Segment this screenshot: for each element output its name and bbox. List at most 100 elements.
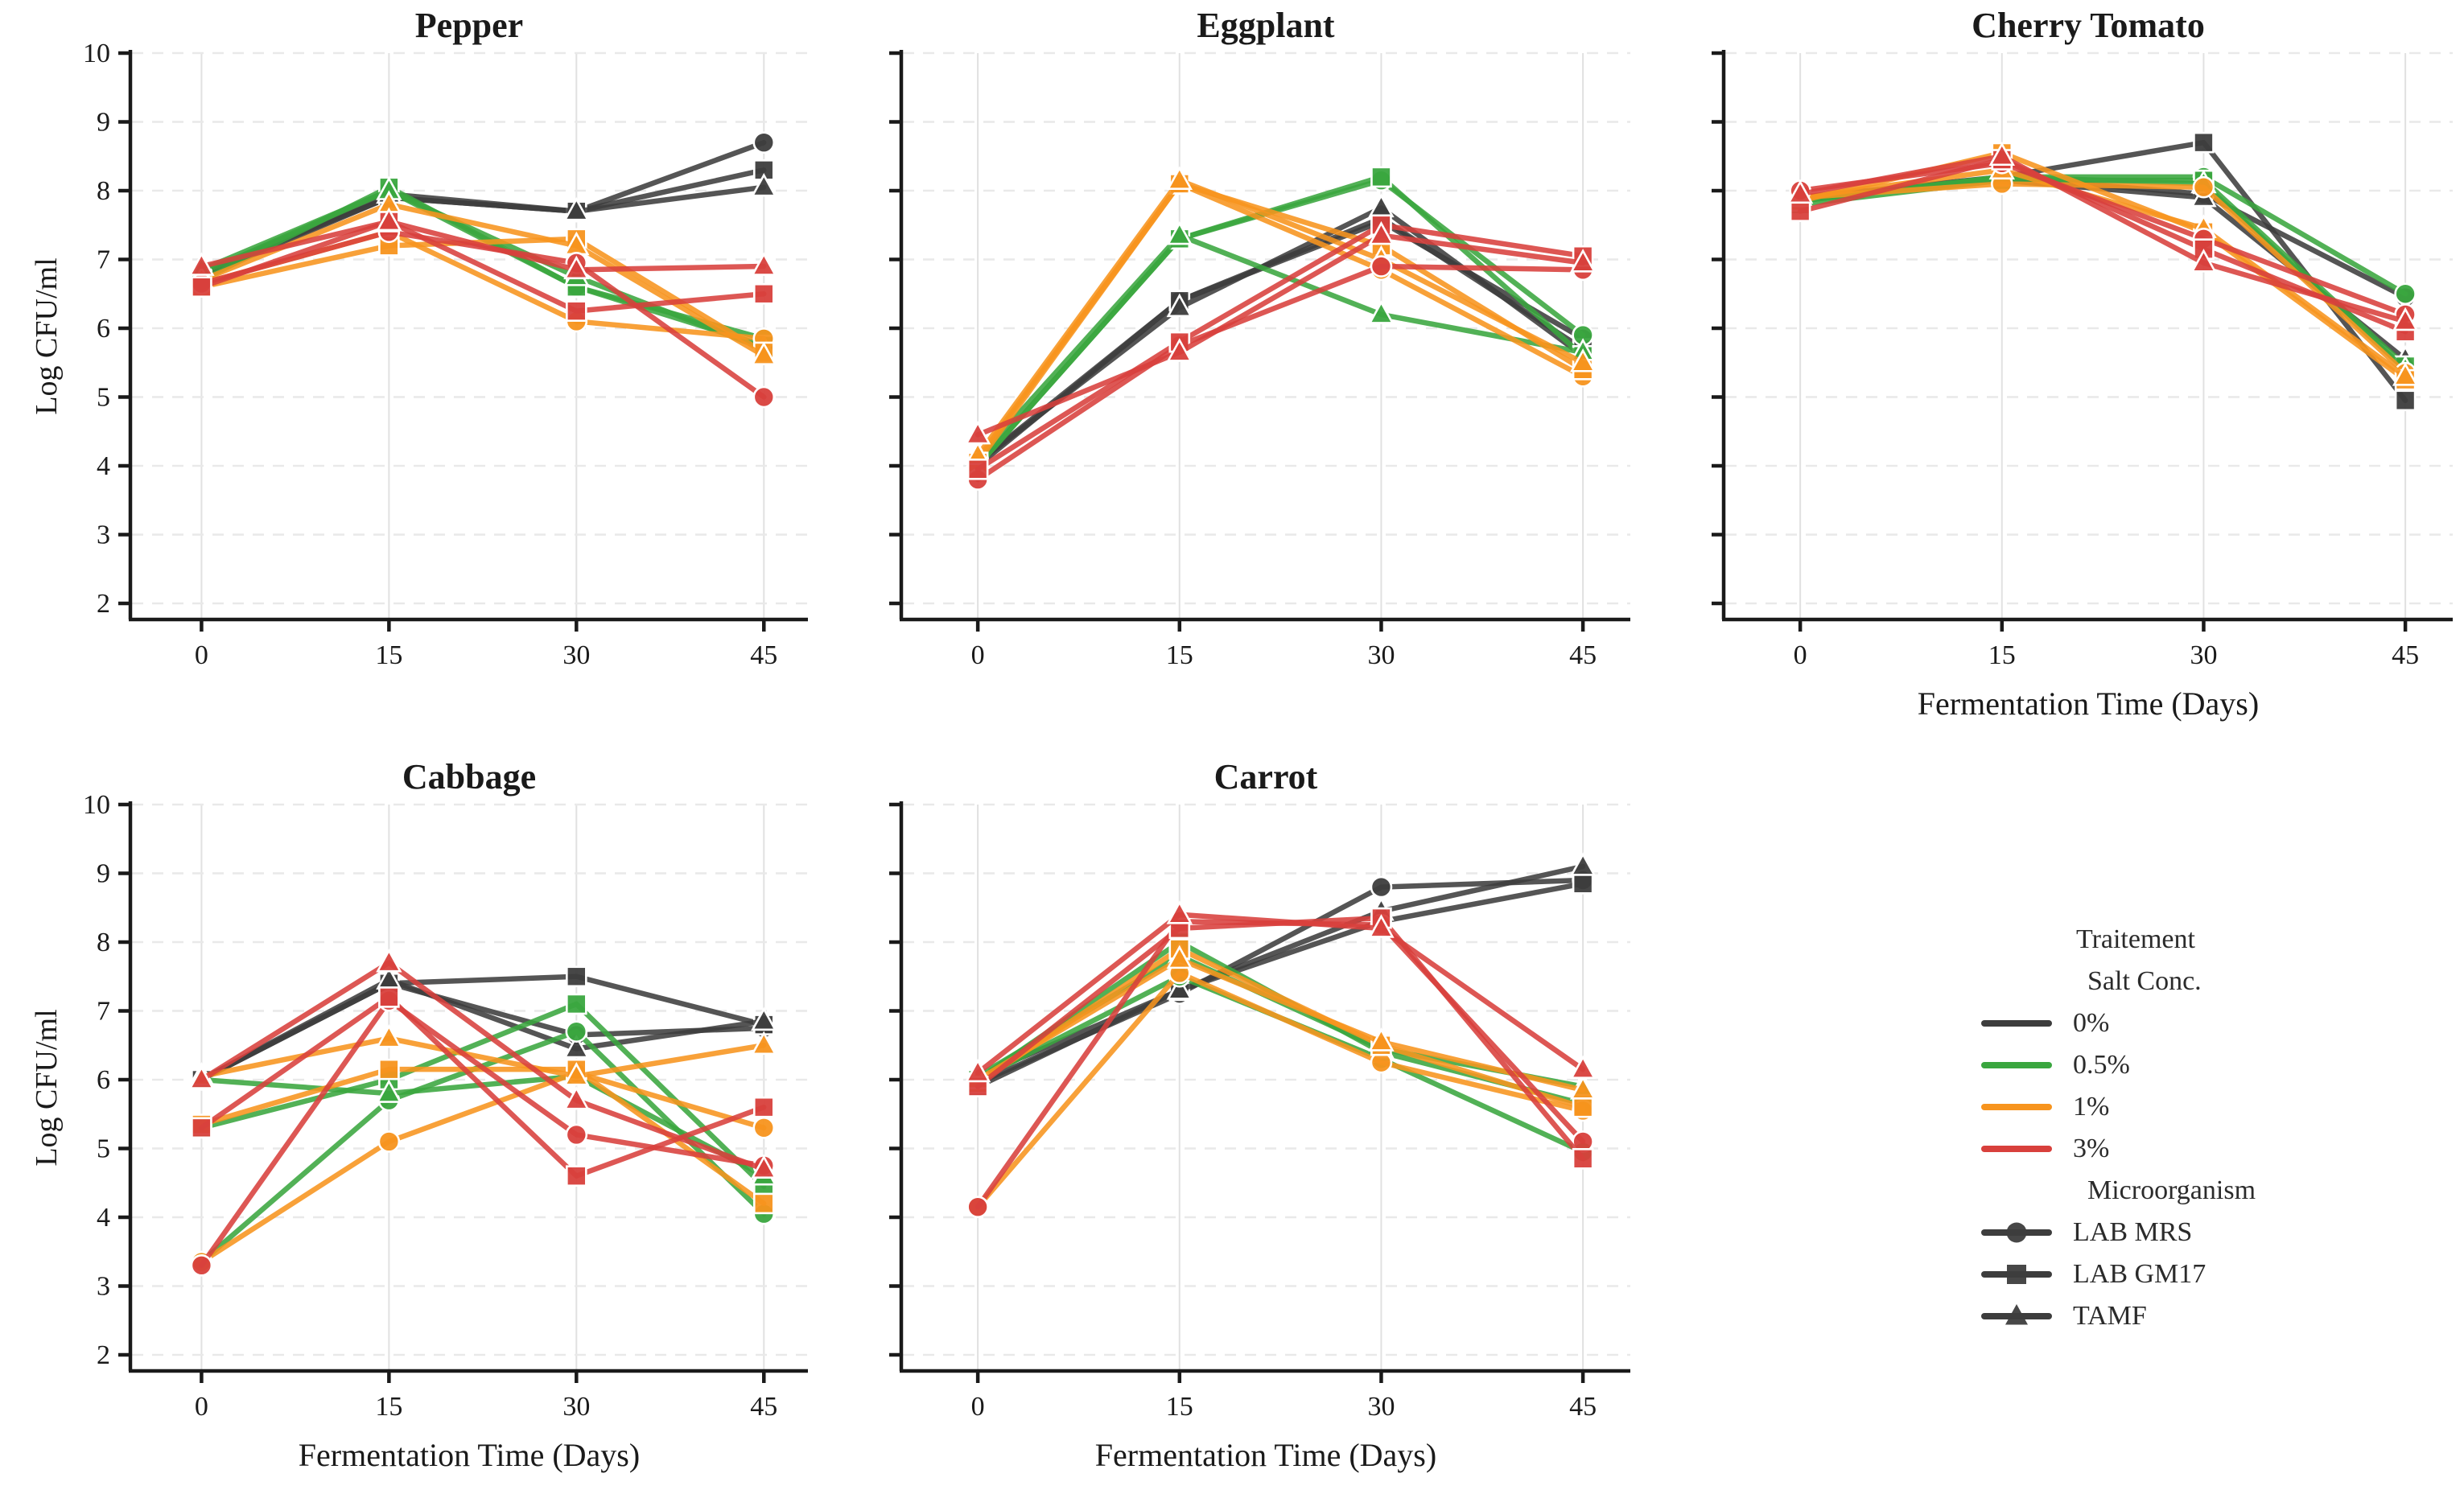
series-line-pepper-0.5%-LAB-GM17 [199,184,767,348]
x-tick-label: 15 [1988,640,2016,670]
series-line-pepper-0%-LAB-MRS [199,139,767,276]
series-line-pepper-0.5%-TAMF [199,187,767,352]
data-point-triangle [376,1079,402,1103]
data-point-square [1572,1148,1594,1170]
x-tick-label: 30 [562,1392,590,1422]
y-tick-label: 8 [97,176,110,206]
y-tick-label: 9 [97,108,110,138]
y-tick-label: 9 [97,859,110,889]
chart-panel-eggplant: 0 15 30 45 Eggplant [847,6,1642,739]
y-tick-label: 5 [97,383,110,413]
panel-title-cabbage: Cabbage [402,758,536,796]
legend-label: TAMF [2073,1301,2147,1331]
chart-panel-cabbage: 2 3 4 5 6 7 8 9 10 0 15 30 45 Cabbage Log CFU/ml Fermen… [24,758,819,1490]
square-marker-icon [2007,1265,2026,1284]
legend-item-salt-05: 0.5% [1981,1044,2400,1086]
legend-label: 0% [2073,1008,2110,1038]
data-point-triangle [1166,976,1193,1000]
data-point-square [752,1096,775,1118]
y-tick-label: 10 [83,39,110,68]
data-point-triangle [563,1085,590,1110]
series-line-eggplant-1%-TAMF [974,177,1586,459]
legend-marker-swatch [1981,1219,2052,1246]
data-point-square [566,993,587,1015]
data-point-circle [565,1123,588,1146]
data-point-triangle [751,1155,777,1179]
x-axis-label: Fermentation Time (Days) [1095,1437,1436,1473]
data-point-triangle [1786,179,1814,204]
data-point-triangle [188,1065,215,1089]
series-line-eggplant-3%-LAB-MRS [974,263,1586,483]
y-tick-label: 6 [97,314,110,344]
triangle-marker-icon [2005,1304,2028,1325]
data-point-triangle [1166,338,1193,362]
chart-canvas-carrot: 0 15 30 45 Carrot Fermentation Time (Days) [889,758,1630,1473]
series-line-carrot-0%-LAB-GM17 [974,881,1586,1089]
legend-item-salt-1: 1% [1981,1086,2400,1128]
series-line-cherry-tomato-1%-LAB-MRS [1797,181,2408,376]
panel-title-carrot: Carrot [1214,758,1318,796]
data-point-square [1572,1096,1594,1118]
series-line-cabbage-3%-LAB-GM17 [199,994,767,1179]
series-line-carrot-1%-TAMF [974,957,1586,1093]
data-point-circle [2192,175,2215,199]
series-line-carrot-1%-LAB-GM17 [974,946,1586,1110]
panel-title-pepper: Pepper [415,6,523,45]
data-point-circle [966,1196,989,1218]
data-point-triangle [188,252,215,276]
y-tick-label: 4 [97,451,110,481]
data-point-circle [752,1117,776,1139]
x-tick-label: 30 [1367,1392,1395,1422]
data-point-triangle [964,1058,991,1083]
series-line-pepper-3%-LAB-GM17 [199,219,767,314]
panel-title-cherry-tomato: Cherry Tomato [1972,6,2205,45]
data-point-triangle [1368,914,1395,938]
x-tick-label: 0 [195,640,208,670]
y-tick-label: 2 [97,589,110,619]
data-point-triangle [751,341,777,366]
x-axis-label: Fermentation Time (Days) [299,1437,640,1473]
data-point-square [966,458,989,480]
legend-item-salt-0: 0% [1981,1002,2400,1044]
y-tick-label: 4 [97,1203,110,1233]
data-point-triangle [1368,1027,1395,1052]
legend-label: 3% [2073,1134,2110,1163]
x-tick-label: 45 [750,1392,777,1422]
chart-panel-pepper: 2 3 4 5 6 7 8 9 10 0 15 30 45 Pepper Log CFU/ml [24,6,819,739]
data-point-triangle [964,420,991,445]
x-tick-label: 30 [1367,640,1395,670]
data-point-circle [1370,255,1393,278]
data-point-triangle [1569,249,1597,273]
x-tick-label: 45 [2392,640,2419,670]
data-point-triangle [2190,249,2217,273]
data-point-square [378,986,400,1008]
data-point-square [191,1117,212,1139]
data-point-circle [565,1020,588,1043]
data-point-triangle [1368,220,1395,245]
series-line-carrot-0%-TAMF [974,863,1586,1079]
x-tick-label: 45 [750,640,777,670]
chart-panel-carrot: 0 15 30 45 Carrot Fermentation Time (Days) [847,758,1642,1490]
data-point-circle [190,1254,213,1277]
data-point-square [566,300,587,322]
x-tick-label: 0 [1794,640,1807,670]
series-line-cabbage-0.5%-LAB-GM17 [199,1001,767,1189]
data-point-triangle [1368,300,1395,324]
legend-item-salt-3: 3% [1981,1128,2400,1170]
legend-marker-swatch [1981,1261,2052,1288]
legend-line-swatch [1981,1020,2052,1027]
x-tick-label: 45 [1569,1392,1597,1422]
data-point-square [566,1165,587,1187]
x-tick-label: 15 [375,1392,402,1422]
data-point-triangle [1166,900,1193,924]
legend-title: Traitement [2076,924,2195,954]
data-point-circle [2394,282,2417,306]
data-point-square [1370,166,1392,188]
series-line-cabbage-1%-TAMF [199,1035,767,1079]
y-tick-label: 7 [97,245,110,275]
legend-item-organism-LAB-MRS: LAB MRS [1981,1212,2400,1253]
series-line-cabbage-0.5%-TAMF [199,1073,767,1179]
data-point-square [191,276,212,298]
series-line-pepper-1%-LAB-GM17 [199,236,767,356]
panel-title-eggplant: Eggplant [1197,6,1335,45]
